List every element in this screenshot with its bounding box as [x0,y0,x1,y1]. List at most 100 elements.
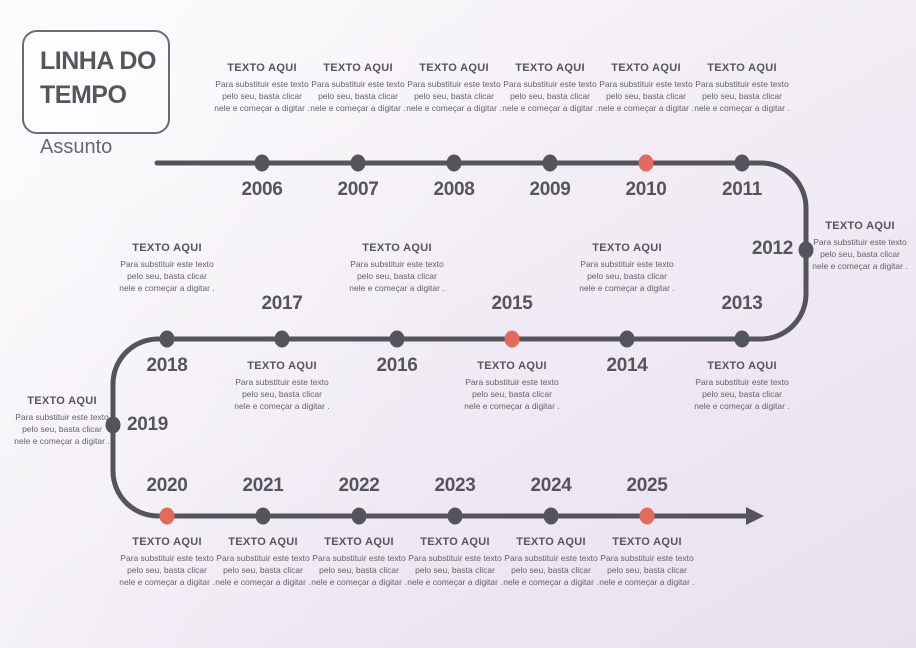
timeline-dot-2021 [255,507,271,525]
year-label-2016[interactable]: 2016 [376,355,418,376]
subtitle[interactable]: Assunto [40,136,113,158]
texto-body-2013[interactable]: Para substituir este texto pelo seu, bas… [694,377,790,411]
timeline-dot-2012 [798,241,814,259]
year-label-2024[interactable]: 2024 [530,475,572,496]
year-label-2022[interactable]: 2022 [338,475,380,496]
text-placeholder-2013: TEXTO AQUI Para substituir este texto pel… [693,360,791,413]
texto-body-2025[interactable]: Para substituir este texto pelo seu, bas… [599,553,695,587]
texto-body-2006[interactable]: Para substituir este texto pelo seu, bas… [214,79,310,113]
timeline-dot-accent-2010 [638,154,654,172]
year-label-2006[interactable]: 2006 [241,179,283,200]
year-label-2007[interactable]: 2007 [337,179,379,200]
text-placeholder-2019: TEXTO AQUI Para substituir este texto pel… [13,395,111,448]
title-box[interactable]: LINHA DO TEMPO [22,30,170,134]
texto-aqui-heading-2017[interactable]: TEXTO AQUI [247,360,317,372]
text-placeholder-2016: TEXTO AQUI Para substituir este texto pel… [348,242,446,295]
timeline-dot-2023 [447,507,463,525]
text-placeholder-2007: TEXTO AQUI Para substituir este texto pel… [309,62,407,115]
timeline-dot-2017 [274,330,290,348]
timeline-dot-2014 [619,330,635,348]
texto-body-2012[interactable]: Para substituir este texto pelo seu, bas… [812,237,908,271]
texto-body-2024[interactable]: Para substituir este texto pelo seu, bas… [503,553,599,587]
text-placeholder-2006: TEXTO AQUI Para substituir este texto pel… [213,62,311,115]
timeline-dot-2006 [254,154,270,172]
text-placeholder-2017: TEXTO AQUI Para substituir este texto pel… [233,360,331,413]
texto-aqui-heading-2022[interactable]: TEXTO AQUI [324,536,394,548]
year-label-2010[interactable]: 2010 [625,179,667,200]
year-label-2017[interactable]: 2017 [261,293,303,314]
text-placeholder-2015: TEXTO AQUI Para substituir este texto pel… [463,360,561,413]
texto-aqui-heading-2021[interactable]: TEXTO AQUI [228,536,298,548]
texto-body-2011[interactable]: Para substituir este texto pelo seu, bas… [694,79,790,113]
texto-body-2019[interactable]: Para substituir este texto pelo seu, bas… [14,412,110,446]
timeline-dot-2013 [734,330,750,348]
text-placeholder-2021: TEXTO AQUI Para substituir este texto pel… [214,536,312,589]
timeline-dot-2009 [542,154,558,172]
year-label-2025[interactable]: 2025 [626,475,668,496]
texto-body-2010[interactable]: Para substituir este texto pelo seu, bas… [598,79,694,113]
text-placeholder-2014: TEXTO AQUI Para substituir este texto pel… [578,242,676,295]
texto-aqui-heading-2011[interactable]: TEXTO AQUI [707,62,777,74]
timeline-dot-2022 [351,507,367,525]
year-label-2008[interactable]: 2008 [433,179,475,200]
texto-aqui-heading-2020[interactable]: TEXTO AQUI [132,536,202,548]
texto-body-2015[interactable]: Para substituir este texto pelo seu, bas… [464,377,560,411]
year-label-2009[interactable]: 2009 [529,179,571,200]
texto-body-2023[interactable]: Para substituir este texto pelo seu, bas… [407,553,503,587]
texto-aqui-heading-2014[interactable]: TEXTO AQUI [592,242,662,254]
year-label-2023[interactable]: 2023 [434,475,476,496]
text-placeholder-2008: TEXTO AQUI Para substituir este texto pel… [405,62,503,115]
texto-body-2008[interactable]: Para substituir este texto pelo seu, bas… [406,79,502,113]
timeline-dot-2008 [446,154,462,172]
year-label-2012[interactable]: 2012 [751,238,793,259]
text-placeholder-2011: TEXTO AQUI Para substituir este texto pel… [693,62,791,115]
texto-body-2009[interactable]: Para substituir este texto pelo seu, bas… [502,79,598,113]
year-label-2018[interactable]: 2018 [146,355,188,376]
text-placeholder-2025: TEXTO AQUI Para substituir este texto pel… [598,536,696,589]
timeline-dot-2016 [389,330,405,348]
texto-aqui-heading-2012[interactable]: TEXTO AQUI [825,220,895,232]
texto-aqui-heading-2006[interactable]: TEXTO AQUI [227,62,297,74]
texto-aqui-heading-2019[interactable]: TEXTO AQUI [27,395,97,407]
text-placeholder-2024: TEXTO AQUI Para substituir este texto pel… [502,536,600,589]
texto-aqui-heading-2009[interactable]: TEXTO AQUI [515,62,585,74]
texto-body-2017[interactable]: Para substituir este texto pelo seu, bas… [234,377,330,411]
texto-body-2021[interactable]: Para substituir este texto pelo seu, bas… [215,553,311,587]
texto-aqui-heading-2013[interactable]: TEXTO AQUI [707,360,777,372]
slide-title-line2: TEMPO [40,81,127,109]
texto-aqui-heading-2015[interactable]: TEXTO AQUI [477,360,547,372]
texto-aqui-heading-2018[interactable]: TEXTO AQUI [132,242,202,254]
timeline-dot-2011 [734,154,750,172]
texto-aqui-heading-2025[interactable]: TEXTO AQUI [612,536,682,548]
texto-aqui-heading-2010[interactable]: TEXTO AQUI [611,62,681,74]
year-label-2015[interactable]: 2015 [491,293,533,314]
timeline-dot-accent-2025 [639,507,655,525]
texto-body-2018[interactable]: Para substituir este texto pelo seu, bas… [119,259,215,293]
year-label-2011[interactable]: 2011 [721,179,763,200]
text-placeholder-2010: TEXTO AQUI Para substituir este texto pel… [597,62,695,115]
texto-aqui-heading-2024[interactable]: TEXTO AQUI [516,536,586,548]
text-placeholder-2022: TEXTO AQUI Para substituir este texto pel… [310,536,408,589]
texto-aqui-heading-2007[interactable]: TEXTO AQUI [323,62,393,74]
text-placeholder-2020: TEXTO AQUI Para substituir este texto pel… [118,536,216,589]
timeline-dot-accent-2015 [504,330,520,348]
slide-title-line1: LINHA DO [40,47,156,75]
texto-aqui-heading-2008[interactable]: TEXTO AQUI [419,62,489,74]
texto-body-2016[interactable]: Para substituir este texto pelo seu, bas… [349,259,445,293]
year-label-2014[interactable]: 2014 [606,355,648,376]
texto-body-2007[interactable]: Para substituir este texto pelo seu, bas… [310,79,406,113]
texto-body-2020[interactable]: Para substituir este texto pelo seu, bas… [119,553,215,587]
year-label-2013[interactable]: 2013 [721,293,763,314]
year-label-2020[interactable]: 2020 [146,475,188,496]
text-placeholder-2012: TEXTO AQUI Para substituir este texto pel… [811,220,909,273]
texto-body-2014[interactable]: Para substituir este texto pelo seu, bas… [579,259,675,293]
year-label-2019[interactable]: 2019 [127,414,169,435]
year-label-2021[interactable]: 2021 [242,475,284,496]
texto-body-2022[interactable]: Para substituir este texto pelo seu, bas… [311,553,407,587]
text-placeholder-2023: TEXTO AQUI Para substituir este texto pel… [406,536,504,589]
text-placeholder-2018: TEXTO AQUI Para substituir este texto pel… [118,242,216,295]
texto-aqui-heading-2016[interactable]: TEXTO AQUI [362,242,432,254]
texto-aqui-heading-2023[interactable]: TEXTO AQUI [420,536,490,548]
timeline-dot-2024 [543,507,559,525]
